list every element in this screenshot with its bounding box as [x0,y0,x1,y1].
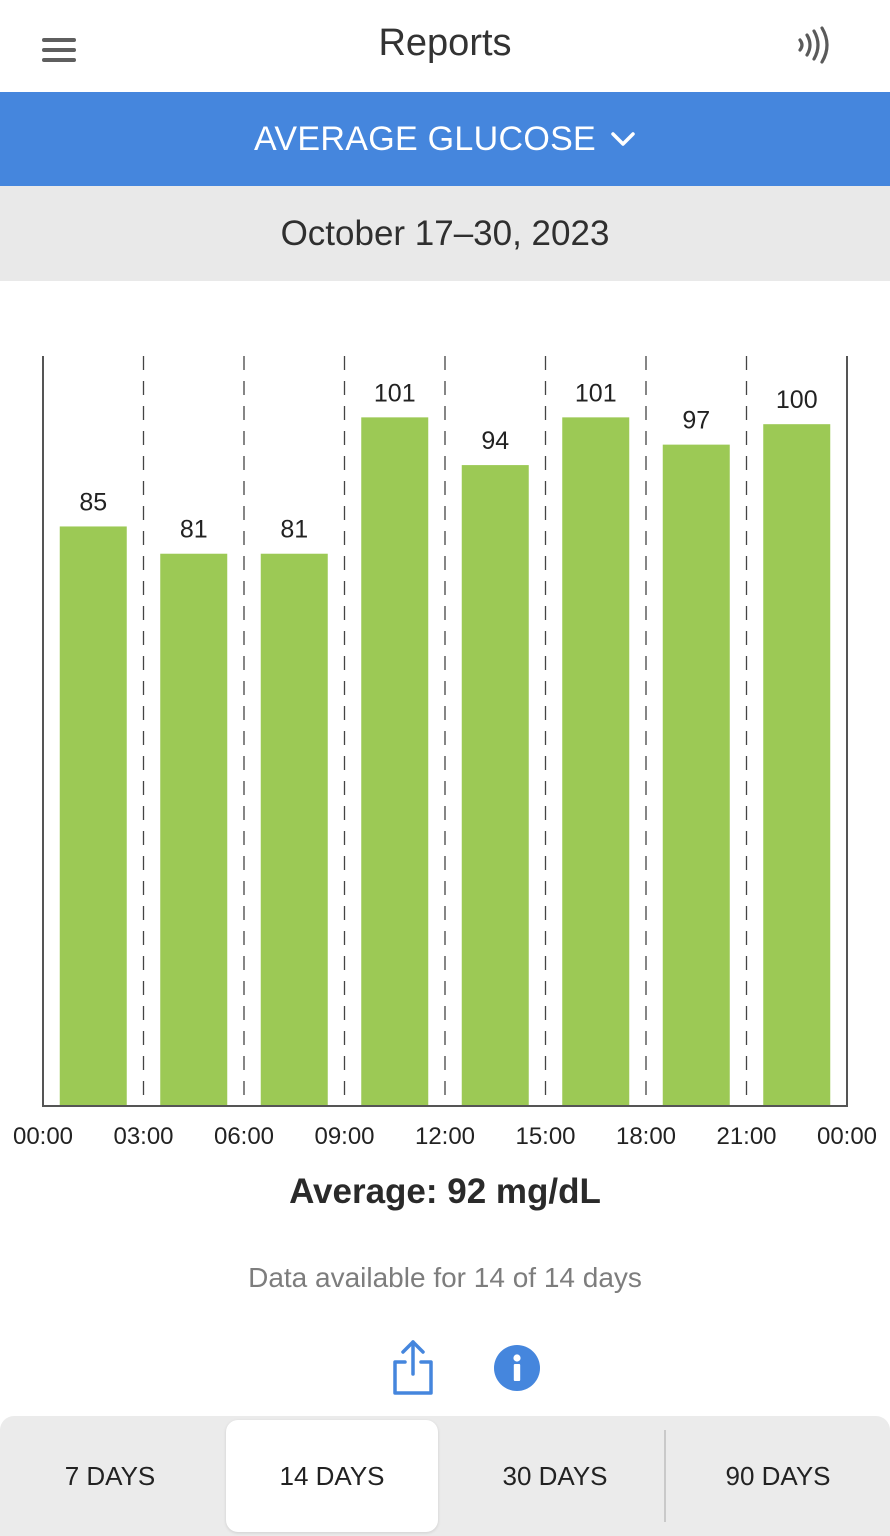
average-glucose-text: Average: 92 mg/dL [289,1172,601,1211]
bar-value-label: 101 [374,379,416,407]
bar-value-label: 81 [180,516,208,544]
date-range: October 17–30, 2023 [0,186,890,281]
x-tick-label: 12:00 [415,1123,475,1150]
bar-value-label: 97 [682,407,710,435]
x-tick-label: 00:00 [817,1123,877,1150]
bar [260,553,328,1106]
x-tick-label: 09:00 [314,1123,374,1150]
share-icon[interactable] [388,1338,438,1398]
bar [59,526,127,1106]
tab-divider [664,1430,666,1522]
tab-14-days[interactable]: 14 DAYS [226,1420,438,1532]
report-type-selector[interactable]: AVERAGE GLUCOSE [0,92,890,186]
bar-value-label: 101 [575,379,617,407]
data-availability-text: Data available for 14 of 14 days [248,1262,642,1293]
x-tick-label: 15:00 [515,1123,575,1150]
tab-90-days[interactable]: 90 DAYS [725,1460,831,1491]
x-tick-label: 00:00 [13,1123,73,1150]
x-tick-label: 21:00 [716,1123,776,1150]
bar [662,444,730,1106]
app-header: Reports [0,0,890,92]
bar [461,465,529,1106]
x-tick-label: 18:00 [616,1123,676,1150]
x-tick-label: 06:00 [214,1123,274,1150]
sensor-scan-icon[interactable] [794,24,838,68]
bar-value-label: 94 [481,427,509,455]
bar [160,553,228,1106]
bar [763,424,831,1106]
tab-7-days[interactable]: 7 DAYS [64,1460,156,1491]
bar [361,417,429,1106]
time-range-tabs: 7 DAYS 14 DAYS 30 DAYS 90 DAYS [0,1416,890,1536]
report-type-label: AVERAGE GLUCOSE [253,119,597,158]
info-icon[interactable] [494,1345,540,1391]
bar-value-label: 81 [280,516,308,544]
bar-value-label: 85 [79,488,107,516]
hamburger-menu-icon[interactable] [38,34,80,68]
x-tick-label: 03:00 [113,1123,173,1150]
chevron-down-icon [611,132,635,146]
tab-30-days[interactable]: 30 DAYS [502,1460,608,1491]
bar-value-label: 100 [776,386,818,414]
bar [562,417,630,1106]
page-title: Reports [378,22,512,64]
average-glucose-chart: 85 81 81 101 94 101 97 100 00:00 03:00 06:00 09:00 1… [13,356,877,1150]
